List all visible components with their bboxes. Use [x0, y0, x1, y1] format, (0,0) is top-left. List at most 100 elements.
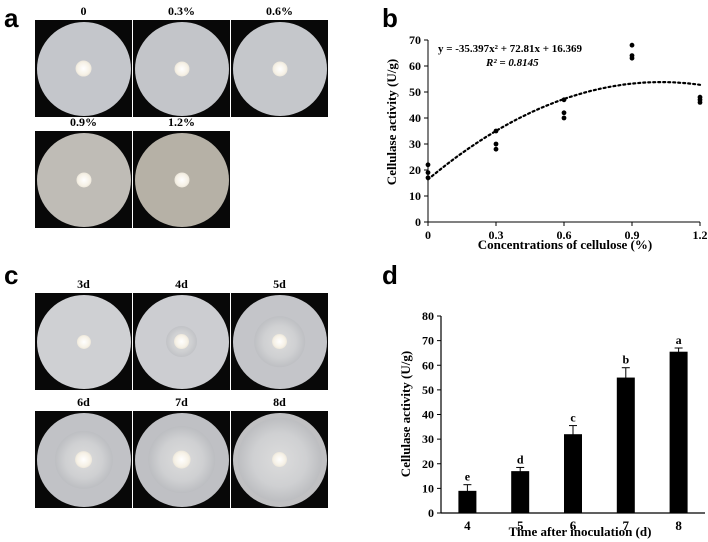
- a-plate-image: [35, 131, 132, 228]
- b-data-point: [561, 110, 567, 116]
- d-x-tick-label: 7: [623, 518, 630, 533]
- c-plate-label: 7d: [175, 395, 188, 409]
- b-y-tick-label: 20: [409, 163, 421, 177]
- c-plate-label: 8d: [273, 395, 286, 409]
- chart-d-ylabel: Cellulase activity (U/g): [398, 351, 413, 477]
- b-data-point: [697, 94, 703, 100]
- d-x-tick-label: 5: [517, 518, 524, 533]
- d-y-tick-label: 60: [422, 358, 434, 372]
- d-bar: [669, 351, 688, 513]
- d-y-tick-label: 30: [422, 432, 434, 446]
- petri-dish: [232, 21, 327, 116]
- b-data-point: [629, 53, 635, 58]
- d-y-tick-label: 10: [422, 481, 434, 495]
- c-plate-image: [35, 293, 132, 390]
- d-y-tick-label: 20: [422, 457, 434, 471]
- petri-dish: [36, 21, 131, 116]
- b-data-point: [493, 146, 499, 152]
- a-plate-image: [133, 20, 230, 117]
- b-y-tick-label: 40: [409, 111, 421, 125]
- petri-dish: [134, 294, 229, 389]
- b-trendline: [426, 81, 702, 181]
- a-plate-label: 0.3%: [168, 4, 195, 18]
- fungal-colony: [75, 60, 92, 77]
- b-x-tick-label: 0.3: [489, 228, 504, 242]
- c-plate-label: 4d: [175, 277, 188, 291]
- d-y-tick-label: 0: [428, 506, 434, 520]
- d-significance-letter: b: [622, 353, 629, 367]
- d-x-tick-label: 6: [570, 518, 577, 533]
- b-data-point: [697, 97, 703, 103]
- d-y-tick-label: 40: [422, 408, 434, 422]
- d-bar: [458, 490, 477, 513]
- b-data-point: [561, 97, 567, 103]
- b-x-tick-label: 0.6: [557, 228, 572, 242]
- fungal-colony: [271, 333, 288, 350]
- fungal-colony: [271, 60, 288, 77]
- chart-b-xlabel: Concentrations of cellulose (%): [478, 237, 652, 252]
- fungal-colony: [173, 171, 190, 188]
- b-y-tick-label: 0: [415, 215, 421, 229]
- petri-dish: [232, 412, 327, 507]
- d-bar: [564, 434, 582, 513]
- fungal-colony: [173, 333, 190, 350]
- a-plate-label: 0: [80, 4, 87, 18]
- a-plate-image: [133, 131, 230, 228]
- a-plate-label: 1.2%: [168, 115, 195, 129]
- petri-dish: [134, 412, 229, 507]
- b-y-tick-label: 60: [409, 59, 421, 73]
- d-x-tick-label: 8: [675, 518, 682, 533]
- b-y-tick-label: 50: [409, 85, 421, 99]
- c-plate-image: [231, 411, 328, 508]
- c-plate-image: [231, 293, 328, 390]
- panel-letter-a: a: [4, 3, 19, 33]
- b-data-point: [425, 170, 431, 176]
- fungal-colony: [271, 451, 288, 468]
- b-y-tick-label: 30: [409, 137, 421, 151]
- fungal-colony: [75, 171, 92, 188]
- b-data-point: [493, 141, 499, 147]
- b-y-tick-label: 70: [409, 33, 421, 47]
- a-plate-image: [231, 20, 328, 117]
- petri-dish: [134, 132, 229, 227]
- b-data-point: [425, 162, 431, 168]
- fungal-colony: [173, 60, 190, 77]
- d-significance-letter: e: [465, 470, 471, 484]
- panel-letter-b: b: [382, 3, 398, 33]
- d-bar: [616, 377, 635, 513]
- chart-d-xlabel: Time after inoculation (d): [509, 524, 652, 539]
- panel-letter-c: c: [4, 260, 19, 290]
- b-data-point: [561, 115, 567, 121]
- petri-dish: [36, 294, 131, 389]
- chart-b-ylabel: Cellulase activity (U/g): [384, 59, 399, 185]
- b-data-point: [629, 42, 635, 48]
- fungal-colony: [172, 450, 191, 469]
- b-data-point: [493, 128, 499, 134]
- c-plate-image: [133, 411, 230, 508]
- c-plate-label: 5d: [273, 277, 286, 291]
- chart-b-r2: R² = 0.8145: [485, 57, 539, 69]
- d-y-tick-label: 70: [422, 334, 434, 348]
- a-plate-image: [35, 20, 132, 117]
- d-x-tick-label: 4: [464, 518, 471, 533]
- c-plate-image: [35, 411, 132, 508]
- c-plate-label: 6d: [77, 395, 90, 409]
- d-y-tick-label: 80: [422, 309, 434, 323]
- b-data-point: [697, 100, 703, 105]
- petri-dish: [232, 294, 327, 389]
- d-bar: [511, 471, 530, 513]
- b-data-point: [425, 175, 431, 181]
- b-x-tick-label: 0.9: [625, 228, 640, 242]
- fungal-colony: [76, 334, 91, 349]
- a-plate-label: 0.9%: [70, 115, 97, 129]
- panel-letter-d: d: [382, 260, 398, 290]
- b-x-tick-label: 1.2: [693, 228, 708, 242]
- chart-b-equation: y = -35.397x² + 72.81x + 16.369: [438, 43, 583, 55]
- d-y-tick-label: 50: [422, 383, 434, 397]
- petri-dish: [134, 21, 229, 116]
- fungal-colony: [74, 450, 93, 469]
- b-x-tick-label: 0: [425, 228, 431, 242]
- c-plate-label: 3d: [77, 277, 90, 291]
- d-significance-letter: a: [676, 333, 682, 347]
- a-plate-label: 0.6%: [266, 4, 293, 18]
